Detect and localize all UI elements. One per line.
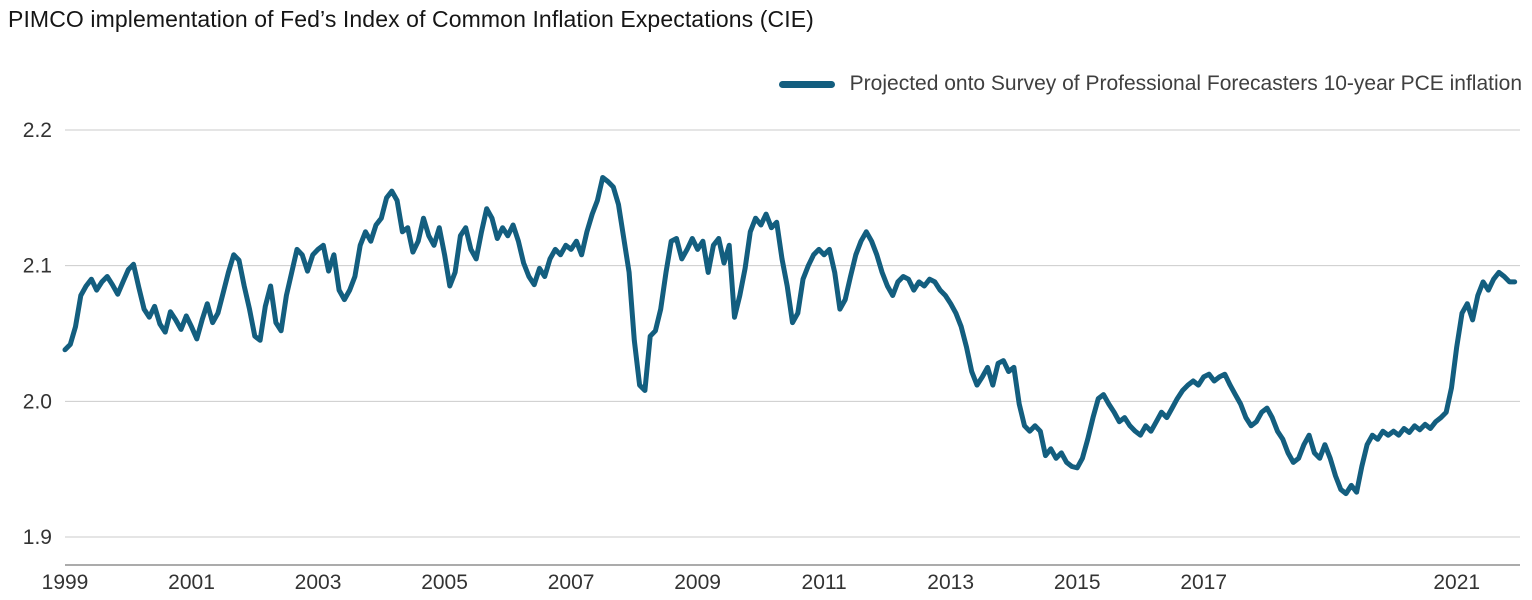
series-line xyxy=(62,175,1518,497)
y-tick-label: 2.1 xyxy=(23,255,52,278)
x-tick-label: 2017 xyxy=(1180,571,1227,594)
x-tick-label: 2011 xyxy=(802,571,847,594)
x-tick-label: 2021 xyxy=(1433,571,1480,594)
x-tick-label: 2005 xyxy=(421,571,468,594)
legend-label: Projected onto Survey of Professional Fo… xyxy=(849,72,1522,95)
legend: Projected onto Survey of Professional Fo… xyxy=(778,72,1522,96)
x-tick-label: 1999 xyxy=(42,571,89,594)
legend-line-swatch xyxy=(778,80,835,88)
chart-title: PIMCO implementation of Fed’s Index of C… xyxy=(8,6,814,32)
x-tick-label: 2013 xyxy=(927,571,974,594)
y-tick-label: 1.9 xyxy=(23,526,52,549)
x-tick-label: 2015 xyxy=(1054,571,1101,594)
x-tick-label: 2007 xyxy=(548,571,595,594)
x-tick-label: 2009 xyxy=(674,571,721,594)
y-tick-label: 2.2 xyxy=(23,119,52,142)
x-tick-label: 2003 xyxy=(295,571,342,594)
y-tick-label: 2.0 xyxy=(23,390,52,413)
x-tick-label: 2001 xyxy=(168,571,215,594)
